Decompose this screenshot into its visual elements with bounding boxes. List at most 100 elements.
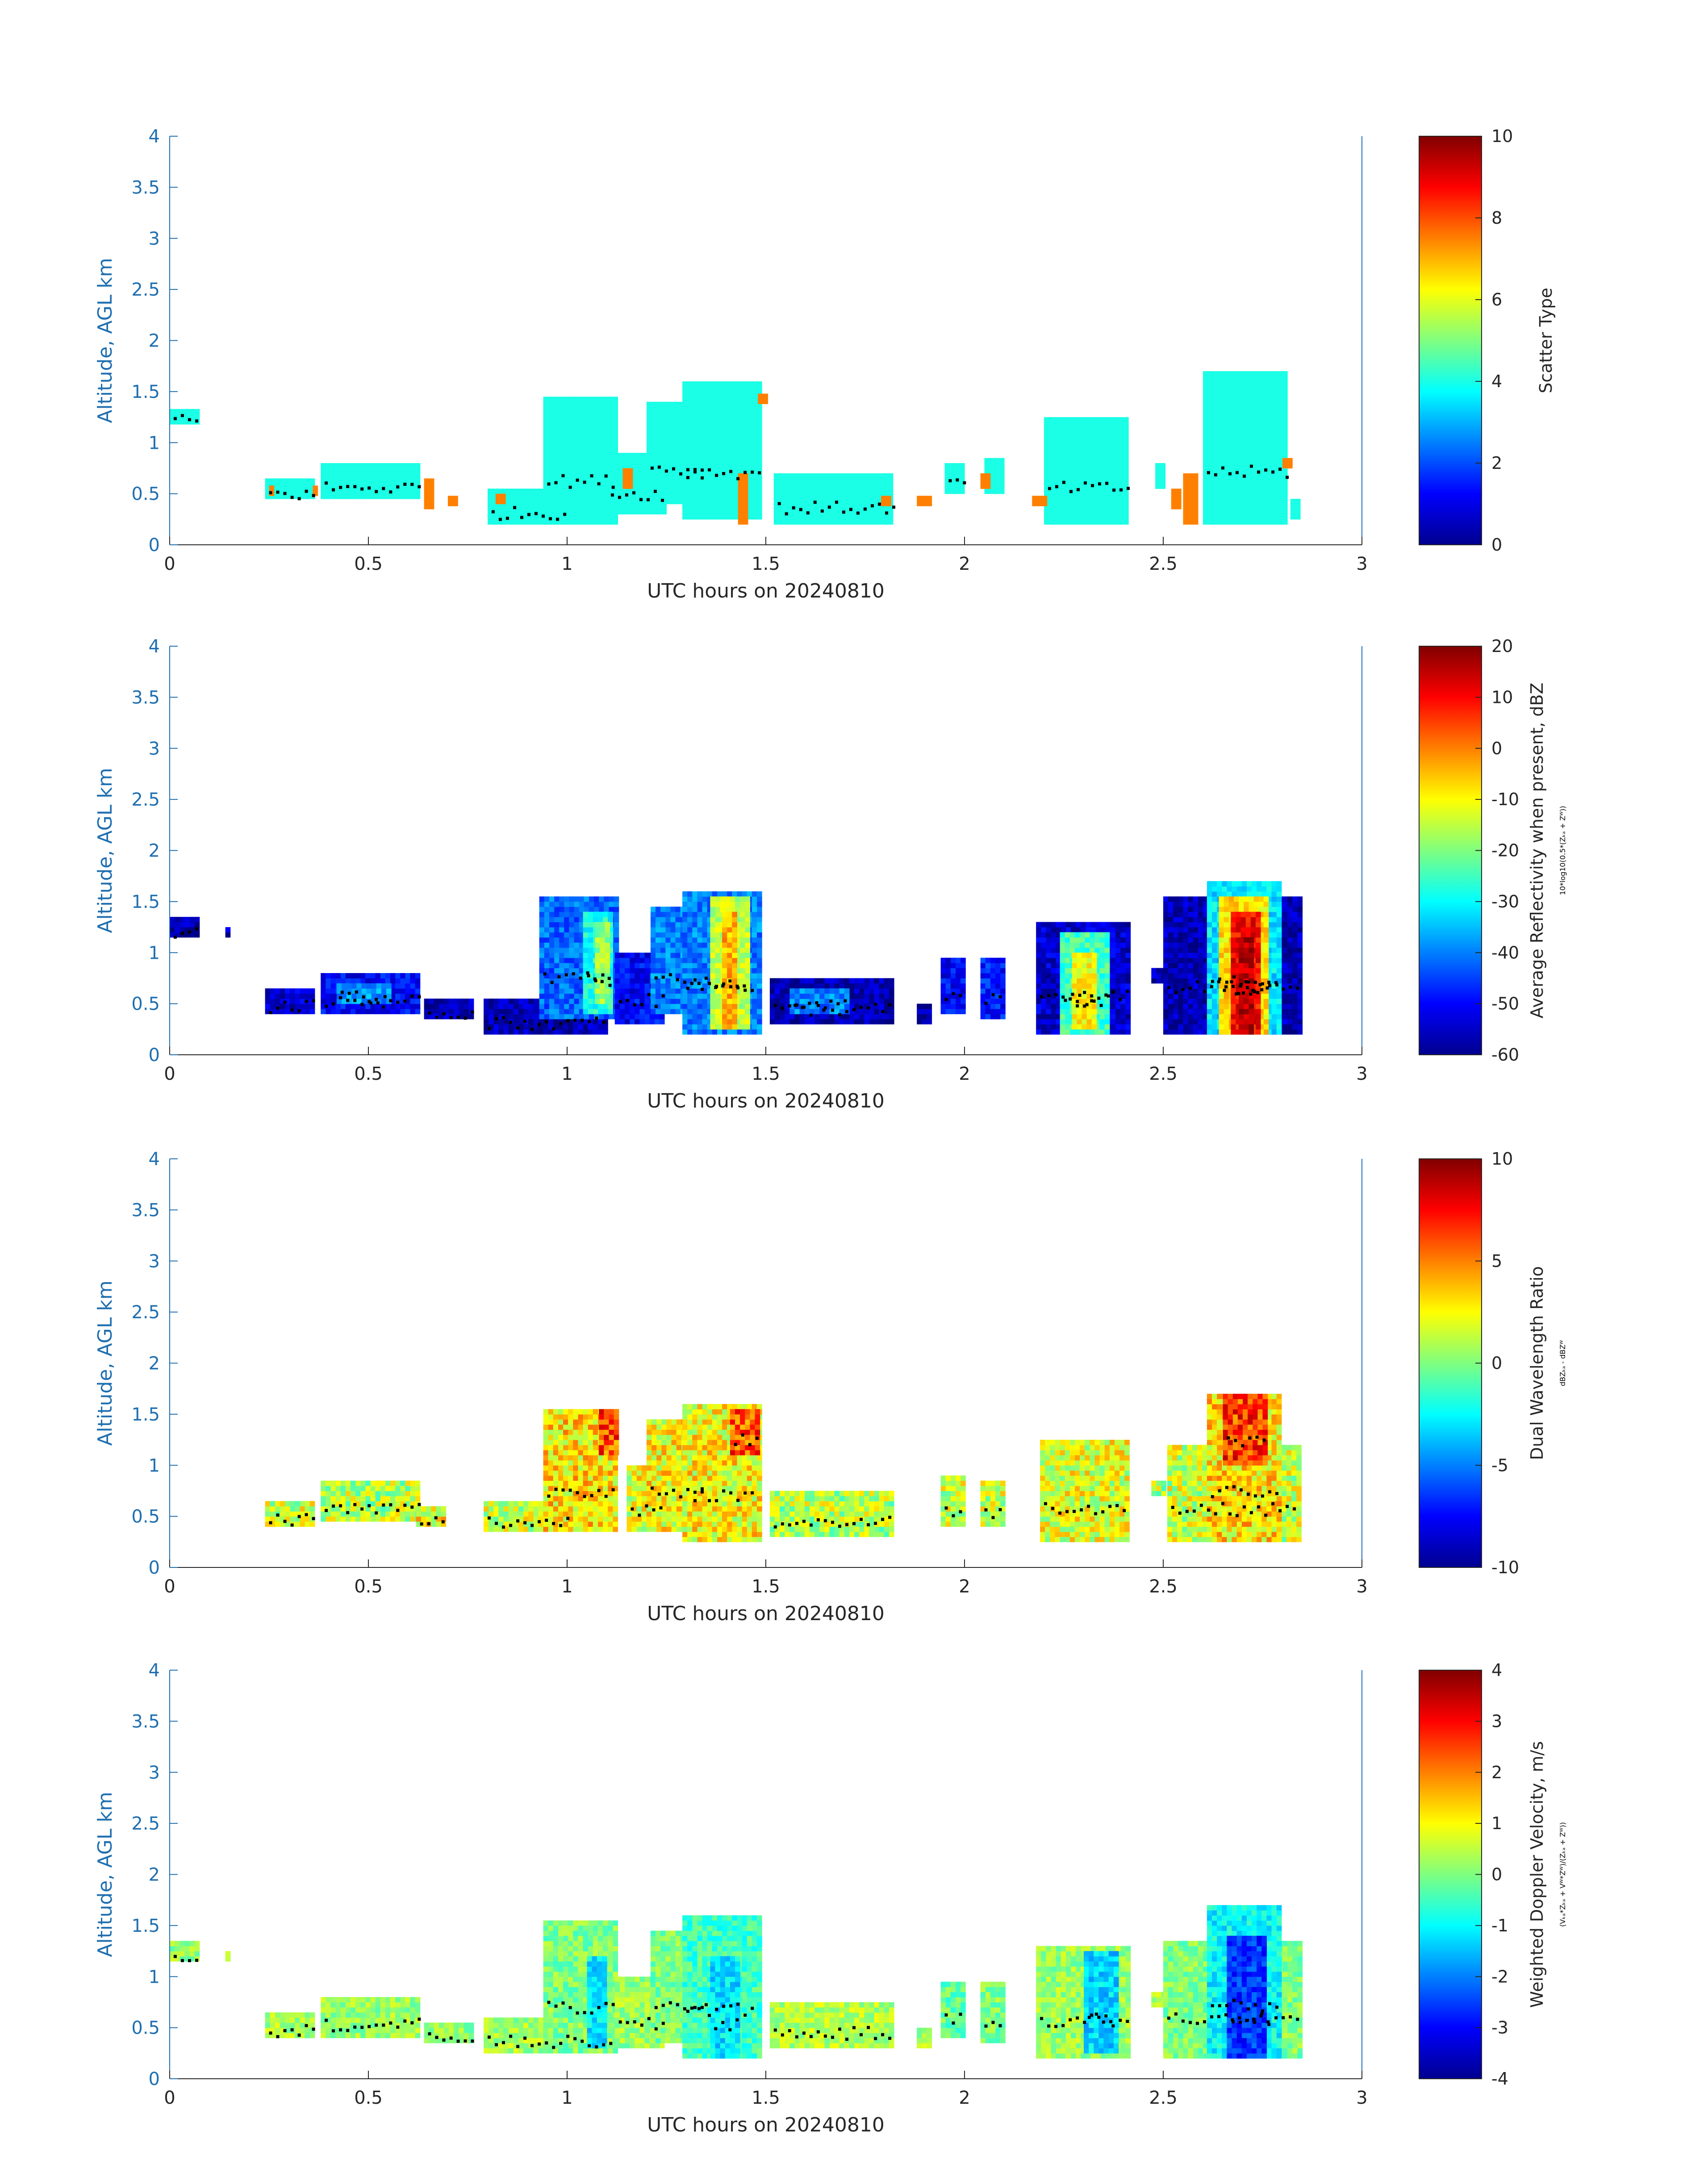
heat-cell [513, 1009, 519, 1015]
heat-cell [175, 922, 180, 928]
heat-cell [340, 978, 346, 984]
heat-cell [554, 907, 560, 912]
heat-cell [326, 993, 331, 999]
heat-cell [360, 973, 366, 978]
heat-cell [1118, 443, 1124, 448]
heat-cell [676, 463, 682, 468]
echo-dot [527, 513, 530, 516]
heat-cell [1277, 453, 1283, 459]
heat-cell [715, 1019, 721, 1024]
heat-cell [336, 988, 342, 994]
heat-cell [568, 493, 573, 499]
heat-cell [630, 1019, 635, 1024]
heat-cell [573, 1024, 578, 1030]
heat-cell [603, 437, 608, 443]
heat-cell [390, 1003, 396, 1009]
heat-cell [558, 489, 564, 494]
heat-cell [539, 978, 545, 984]
heat-cell [380, 468, 386, 474]
heat-cell [722, 407, 727, 413]
heat-cell [1232, 386, 1238, 392]
heat-cell [747, 499, 752, 505]
heat-cell [1113, 453, 1119, 459]
heat-cell [1267, 407, 1273, 413]
heat-cell [1073, 504, 1079, 510]
heat-cell [305, 493, 310, 499]
heat-cell [554, 983, 560, 989]
heat-cell [1069, 443, 1074, 448]
echo-dot [799, 508, 802, 511]
heat-cell [883, 519, 889, 525]
heat-cell [612, 499, 617, 505]
heat-cell [747, 458, 752, 464]
heat-cell [1044, 427, 1049, 433]
heat-cell [321, 473, 326, 479]
heat-cell [883, 483, 889, 489]
heat-cell [635, 999, 640, 1004]
heat-cell [722, 443, 727, 448]
heat-cell [725, 907, 731, 912]
heat-cell [656, 927, 661, 933]
heat-cell [390, 489, 396, 494]
heat-cell [608, 932, 613, 938]
heat-cell [656, 1009, 661, 1015]
heat-cell [608, 427, 613, 433]
heat-cell [989, 473, 995, 479]
heat-cell [429, 999, 434, 1004]
heat-cell [665, 1003, 671, 1009]
heat-cell [583, 1029, 589, 1035]
heat-cell [527, 499, 533, 505]
heat-cell [665, 922, 671, 928]
heat-cell [784, 514, 789, 520]
heat-cell [738, 514, 743, 520]
heat-cell [1253, 427, 1258, 433]
heat-cell [676, 427, 682, 433]
heat-cell [757, 957, 762, 963]
heat-cell [1253, 473, 1258, 479]
heat-cell [798, 489, 804, 494]
heat-cell [738, 489, 743, 494]
heat-cell [631, 473, 637, 479]
heat-cell [544, 932, 550, 938]
heat-cell [1218, 432, 1224, 438]
heat-cell [692, 437, 697, 443]
heat-cell [692, 417, 697, 423]
heat-cell [605, 932, 610, 938]
heat-cell [605, 973, 610, 978]
heat-cell [675, 917, 681, 923]
heat-cell [395, 489, 401, 494]
heat-cell [554, 917, 560, 923]
heat-cell [564, 999, 569, 1004]
heat-cell [1232, 519, 1238, 525]
heat-cell [608, 422, 613, 428]
heat-cell [1228, 397, 1233, 402]
heat-cell [614, 957, 620, 963]
heat-cell [838, 499, 844, 505]
heat-cell [1272, 371, 1278, 377]
heat-cell [727, 417, 732, 423]
heat-cell [370, 489, 376, 494]
heat-cell [1208, 509, 1213, 514]
heat-cell [798, 504, 804, 510]
y-tick-label: 2.5 [131, 280, 160, 300]
heat-cell [1262, 371, 1268, 377]
heat-cell [828, 499, 834, 505]
heat-cell [609, 907, 614, 912]
heat-cell [502, 509, 508, 514]
heat-cell [747, 514, 752, 520]
heat-cell [752, 483, 757, 489]
heat-cell [573, 473, 578, 479]
heat-cell [523, 999, 529, 1004]
heat-cell [508, 1003, 514, 1009]
heat-cell [1218, 453, 1224, 459]
heat-cell [553, 401, 559, 407]
heat-cell [321, 1009, 326, 1015]
heat-cell [1054, 458, 1059, 464]
heat-cell [563, 437, 568, 443]
heat-cell [189, 922, 195, 928]
heat-cell [742, 437, 748, 443]
heat-cell [707, 963, 713, 969]
echo-dot [708, 468, 711, 472]
heat-cell [682, 391, 688, 397]
heat-cell [843, 509, 849, 514]
